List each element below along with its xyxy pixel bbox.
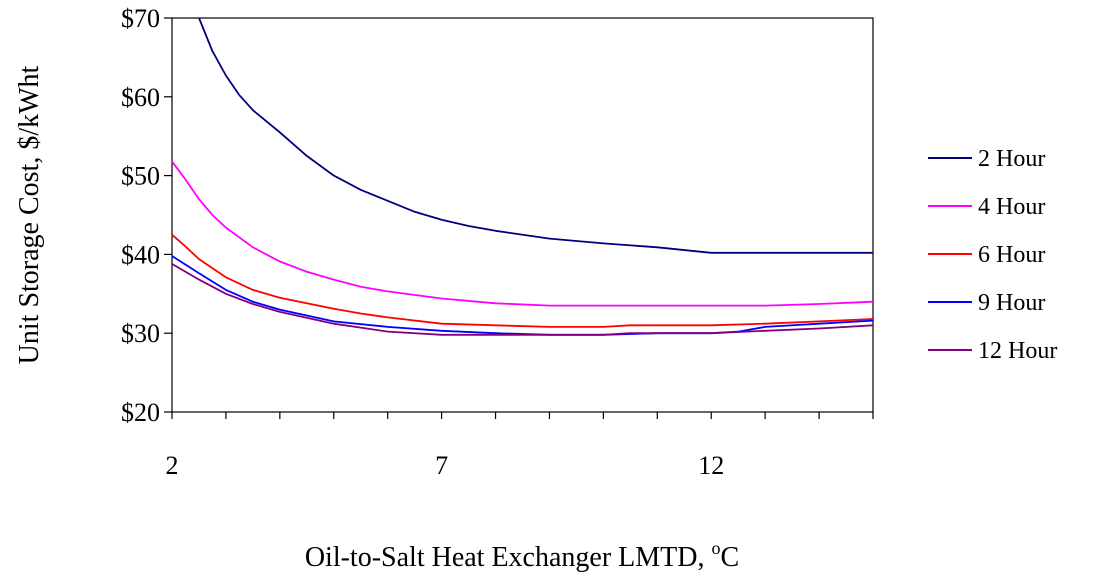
x-axis: 2 7 12 <box>166 412 874 480</box>
x-axis-label-unit: C <box>720 542 739 573</box>
y-axis: $20 $30 $40 $50 $60 $70 <box>121 4 172 427</box>
legend-label: 2 Hour <box>978 146 1045 172</box>
series-line-4 <box>171 255 874 336</box>
x-axis-label-degree: o <box>711 538 720 558</box>
legend-label: 12 Hour <box>978 338 1057 364</box>
x-tick-label: 7 <box>435 451 448 480</box>
x-axis-label-text: Oil-to-Salt Heat Exchanger LMTD, <box>305 542 712 573</box>
y-tick-label: $20 <box>121 398 160 427</box>
y-tick-label: $50 <box>121 162 160 191</box>
plot-area <box>171 17 874 413</box>
series-lines <box>171 17 874 336</box>
series-line-5 <box>171 263 874 336</box>
y-tick-label: $40 <box>121 240 160 269</box>
y-axis-label: Unit Storage Cost, $/kWht <box>14 65 45 364</box>
series-line-1 <box>198 17 873 254</box>
x-tick-label: 2 <box>166 451 179 480</box>
legend-label: 6 Hour <box>978 242 1045 268</box>
legend-label: 9 Hour <box>978 290 1045 316</box>
x-axis-label: Oil-to-Salt Heat Exchanger LMTD, oC <box>305 538 739 573</box>
series-line-3 <box>171 234 874 328</box>
y-tick-label: $60 <box>121 83 160 112</box>
y-tick-label: $30 <box>121 319 160 348</box>
legend: 2 Hour 4 Hour 6 Hour 9 Hour 12 Hour <box>928 146 1057 364</box>
x-tick-label: 12 <box>698 451 724 480</box>
legend-label: 4 Hour <box>978 194 1045 220</box>
series-line-2 <box>171 160 874 307</box>
y-tick-label: $70 <box>121 4 160 33</box>
